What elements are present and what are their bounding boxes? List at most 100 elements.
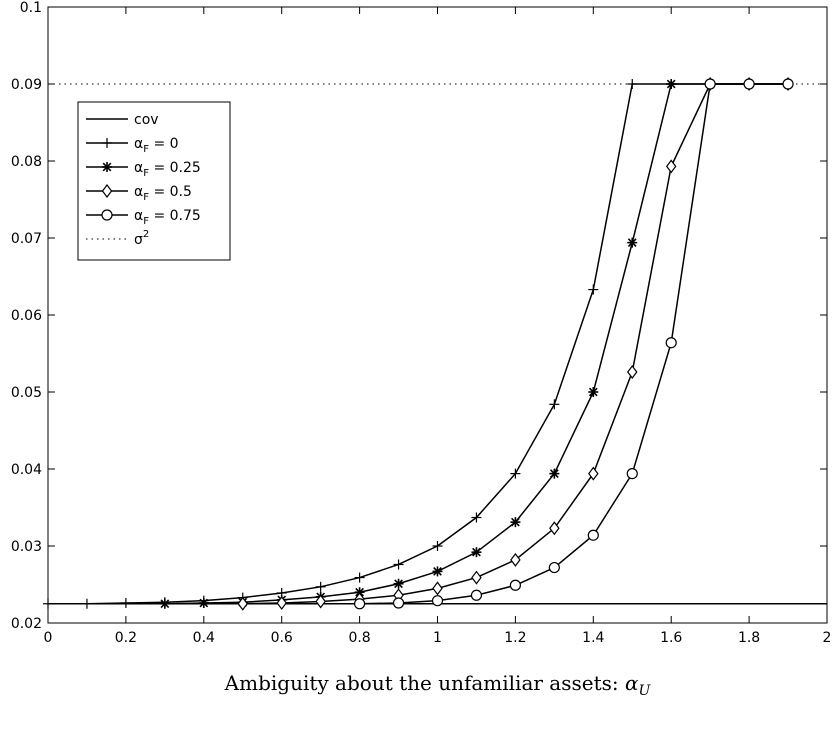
data-point-4-1 bbox=[392, 597, 405, 609]
legend-label-4: αF = 0.75 bbox=[134, 208, 201, 227]
plot-frame bbox=[47, 6, 828, 624]
x-tick-label: 2 bbox=[823, 630, 832, 646]
data-point-4-2 bbox=[431, 595, 444, 607]
data-point-1-11 bbox=[471, 512, 482, 523]
data-point-2-13 bbox=[666, 79, 677, 89]
x-tick-label: 1.4 bbox=[582, 630, 604, 646]
data-point-2-12 bbox=[627, 237, 638, 248]
series-line-4 bbox=[359, 83, 789, 605]
legend-marker-1 bbox=[102, 138, 112, 148]
legend-value: = 0.75 bbox=[149, 208, 201, 224]
data-point-2-11 bbox=[588, 387, 599, 397]
axis-tick-labels: 0 0.2 0.4 0.6 0.8 1 1.2 1.4 1.6 1.8 2 0.02 0.03 0.04 0… bbox=[11, 0, 832, 646]
legend-symbol: α bbox=[134, 160, 143, 176]
data-point-3-0 bbox=[237, 596, 248, 611]
x-axis-label-symbol: α bbox=[625, 671, 639, 695]
legend-subscript: F bbox=[143, 168, 149, 179]
marker-d2 bbox=[394, 579, 403, 589]
data-point-4-0 bbox=[354, 598, 366, 610]
legend-symbol: α bbox=[134, 136, 143, 152]
marker-d2 bbox=[160, 599, 170, 609]
data-point-1-10 bbox=[432, 541, 443, 551]
y-tick-label: 0.1 bbox=[20, 0, 42, 16]
legend-symbol: α bbox=[134, 184, 143, 200]
data-point-4-7 bbox=[626, 468, 638, 480]
data-point-2-1 bbox=[198, 597, 209, 608]
data-point-3-9 bbox=[588, 466, 599, 481]
data-point-4-9 bbox=[704, 78, 716, 90]
marker-d2 bbox=[549, 469, 559, 478]
data-point-1-9 bbox=[393, 559, 404, 570]
data-point-3-11 bbox=[665, 159, 677, 174]
legend-label-2: αF = 0.25 bbox=[134, 160, 201, 179]
data-point-1-13 bbox=[549, 399, 560, 410]
data-point-3-8 bbox=[549, 521, 560, 536]
y-tick-label: 0.03 bbox=[11, 539, 42, 555]
data-point-1-1 bbox=[81, 598, 92, 609]
data-point-3-6 bbox=[471, 570, 482, 585]
x-tick-label: 0.2 bbox=[115, 630, 137, 646]
legend-value: = 0 bbox=[149, 136, 179, 152]
data-point-2-9 bbox=[510, 517, 521, 528]
data-point-1-0 bbox=[43, 598, 53, 609]
y-tick-label: 0.04 bbox=[11, 462, 42, 478]
data-point-3-7 bbox=[510, 552, 521, 567]
data-point-2-8 bbox=[471, 547, 482, 558]
marker-d2 bbox=[588, 387, 598, 397]
x-tick-label: 0.4 bbox=[193, 630, 215, 646]
data-point-4-4 bbox=[509, 579, 522, 591]
legend-label-5: σ2 bbox=[134, 229, 149, 248]
data-point-1-2 bbox=[120, 597, 131, 608]
legend-marker-3 bbox=[101, 184, 113, 198]
data-point-1-8 bbox=[354, 572, 365, 583]
legend-label-1: αF = 0 bbox=[134, 136, 179, 155]
y-tick-label: 0.09 bbox=[11, 77, 42, 93]
marker-d2 bbox=[666, 79, 676, 89]
legend-value: = 0.25 bbox=[149, 160, 201, 176]
y-tick-label: 0.08 bbox=[11, 154, 42, 170]
data-point-2-6 bbox=[393, 578, 404, 589]
x-axis-label: Ambiguity about the unfamiliar assets: α… bbox=[224, 671, 652, 699]
data-point-3-2 bbox=[315, 594, 326, 609]
legend-box bbox=[77, 101, 231, 261]
data-point-3-5 bbox=[432, 581, 443, 596]
y-tick-label: 0.06 bbox=[11, 308, 42, 324]
y-tick-label: 0.05 bbox=[11, 385, 42, 401]
legend-symbol: σ bbox=[134, 232, 143, 248]
legend-subscript: F bbox=[143, 192, 149, 203]
data-point-1-7 bbox=[315, 581, 326, 592]
marker-d2 bbox=[102, 162, 112, 172]
legend-marker-4 bbox=[101, 209, 113, 221]
data-point-3-10 bbox=[627, 364, 638, 379]
series-line-2 bbox=[164, 83, 789, 605]
x-axis-label-main: Ambiguity about the unfamiliar assets: bbox=[224, 671, 625, 695]
data-point-2-10 bbox=[549, 468, 560, 479]
data-point-4-3 bbox=[470, 589, 483, 601]
x-tick-label: 1.8 bbox=[738, 630, 760, 646]
data-point-2-0 bbox=[159, 598, 170, 609]
legend-marker-2 bbox=[102, 162, 112, 172]
data-point-2-7 bbox=[432, 566, 443, 577]
y-tick-label: 0.07 bbox=[11, 231, 42, 247]
x-tick-label: 1.2 bbox=[504, 630, 526, 646]
data-point-4-6 bbox=[587, 529, 599, 541]
data-point-4-8 bbox=[665, 337, 677, 349]
legend-subscript: F bbox=[143, 144, 149, 155]
marker-d2 bbox=[627, 238, 637, 247]
marker-d2 bbox=[511, 517, 520, 527]
data-point-4-10 bbox=[743, 78, 755, 90]
y-tick-label: 0.02 bbox=[11, 616, 42, 632]
marker-d2 bbox=[472, 547, 481, 557]
marker-d2 bbox=[433, 567, 442, 576]
marker-d2 bbox=[199, 598, 209, 608]
legend-symbol: α bbox=[134, 208, 143, 224]
axis-ticks bbox=[47, 6, 828, 624]
data-point-1-14 bbox=[588, 284, 599, 295]
data-point-3-1 bbox=[276, 595, 287, 610]
data-point-1-15 bbox=[627, 79, 638, 89]
data-point-1-12 bbox=[510, 468, 521, 479]
x-tick-label: 0.8 bbox=[348, 630, 370, 646]
data-point-4-11 bbox=[782, 78, 794, 90]
